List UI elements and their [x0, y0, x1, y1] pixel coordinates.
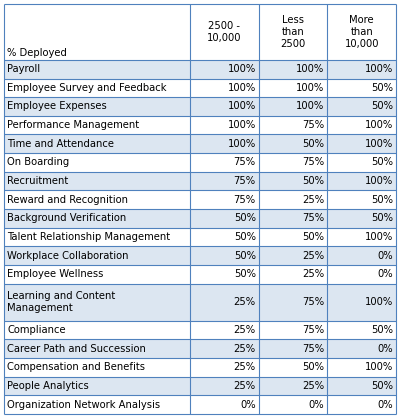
Bar	[4, 116, 396, 135]
Bar	[4, 190, 396, 209]
Text: 50%: 50%	[234, 269, 256, 279]
Text: Time and Attendance: Time and Attendance	[7, 139, 114, 149]
Text: Performance Management: Performance Management	[7, 120, 139, 130]
Text: 50%: 50%	[371, 381, 393, 391]
Text: 50%: 50%	[302, 139, 324, 149]
Bar	[4, 283, 396, 321]
Text: On Boarding: On Boarding	[7, 158, 69, 168]
Text: 50%: 50%	[302, 232, 324, 242]
Text: 50%: 50%	[234, 213, 256, 223]
Text: 50%: 50%	[371, 83, 393, 93]
Text: 100%: 100%	[228, 120, 256, 130]
Text: 100%: 100%	[228, 139, 256, 149]
Text: 75%: 75%	[302, 325, 324, 335]
Bar	[4, 153, 396, 172]
Bar	[4, 377, 396, 395]
Text: 2500 -
10,000: 2500 - 10,000	[207, 21, 242, 43]
Text: 50%: 50%	[371, 213, 393, 223]
Text: 25%: 25%	[234, 344, 256, 354]
Text: 100%: 100%	[228, 64, 256, 74]
Text: Employee Survey and Feedback: Employee Survey and Feedback	[7, 83, 166, 93]
Text: Compliance: Compliance	[7, 325, 66, 335]
Text: 75%: 75%	[302, 213, 324, 223]
Text: 100%: 100%	[365, 139, 393, 149]
Text: 75%: 75%	[302, 297, 324, 307]
Text: 100%: 100%	[365, 297, 393, 307]
Text: 100%: 100%	[228, 102, 256, 112]
Text: More
than
10,000: More than 10,000	[344, 15, 379, 48]
Bar	[4, 135, 396, 153]
Bar	[4, 228, 396, 246]
Text: 50%: 50%	[371, 195, 393, 205]
Text: Organization Network Analysis: Organization Network Analysis	[7, 400, 160, 410]
Text: 0%: 0%	[377, 269, 393, 279]
Text: 100%: 100%	[228, 83, 256, 93]
Text: Workplace Collaboration: Workplace Collaboration	[7, 250, 128, 260]
Text: 25%: 25%	[234, 362, 256, 372]
Text: 0%: 0%	[309, 400, 324, 410]
Text: 100%: 100%	[365, 362, 393, 372]
Text: 100%: 100%	[365, 176, 393, 186]
Text: Reward and Recognition: Reward and Recognition	[7, 195, 128, 205]
Text: % Deployed: % Deployed	[7, 48, 67, 58]
Text: 0%: 0%	[240, 400, 256, 410]
Bar	[4, 79, 396, 97]
Text: 25%: 25%	[302, 269, 324, 279]
Text: 50%: 50%	[371, 102, 393, 112]
Text: Recruitment: Recruitment	[7, 176, 68, 186]
Text: 0%: 0%	[377, 344, 393, 354]
Bar	[4, 97, 396, 116]
Text: Learning and Content
Management: Learning and Content Management	[7, 291, 115, 313]
Text: 25%: 25%	[234, 381, 256, 391]
Text: 100%: 100%	[365, 232, 393, 242]
Text: 25%: 25%	[302, 250, 324, 260]
Text: 100%: 100%	[296, 102, 324, 112]
Bar	[4, 246, 396, 265]
Text: 100%: 100%	[296, 83, 324, 93]
Text: 75%: 75%	[302, 344, 324, 354]
Text: 50%: 50%	[234, 250, 256, 260]
Text: 50%: 50%	[371, 158, 393, 168]
Text: Less
than
2500: Less than 2500	[280, 15, 306, 48]
Bar	[4, 60, 396, 79]
Bar	[4, 395, 396, 414]
Bar	[4, 172, 396, 190]
Text: Talent Relationship Management: Talent Relationship Management	[7, 232, 170, 242]
Bar	[4, 321, 396, 339]
Bar	[4, 339, 396, 358]
Text: 50%: 50%	[371, 325, 393, 335]
Text: 50%: 50%	[234, 232, 256, 242]
Text: 25%: 25%	[302, 381, 324, 391]
Text: 75%: 75%	[302, 158, 324, 168]
Text: 100%: 100%	[296, 64, 324, 74]
Text: 75%: 75%	[302, 120, 324, 130]
Text: 50%: 50%	[302, 362, 324, 372]
Text: 0%: 0%	[377, 250, 393, 260]
Text: Career Path and Succession: Career Path and Succession	[7, 344, 146, 354]
Text: 100%: 100%	[365, 64, 393, 74]
Text: People Analytics: People Analytics	[7, 381, 89, 391]
Text: 100%: 100%	[365, 120, 393, 130]
Bar	[4, 4, 396, 60]
Text: 50%: 50%	[302, 176, 324, 186]
Text: Payroll: Payroll	[7, 64, 40, 74]
Text: Background Verification: Background Verification	[7, 213, 126, 223]
Text: 25%: 25%	[234, 325, 256, 335]
Text: 75%: 75%	[234, 158, 256, 168]
Text: 25%: 25%	[234, 297, 256, 307]
Text: Employee Wellness: Employee Wellness	[7, 269, 103, 279]
Text: 0%: 0%	[377, 400, 393, 410]
Bar	[4, 265, 396, 283]
Bar	[4, 358, 396, 377]
Text: 75%: 75%	[234, 176, 256, 186]
Text: 75%: 75%	[234, 195, 256, 205]
Text: Employee Expenses: Employee Expenses	[7, 102, 107, 112]
Text: 25%: 25%	[302, 195, 324, 205]
Text: Compensation and Benefits: Compensation and Benefits	[7, 362, 145, 372]
Bar	[4, 209, 396, 228]
